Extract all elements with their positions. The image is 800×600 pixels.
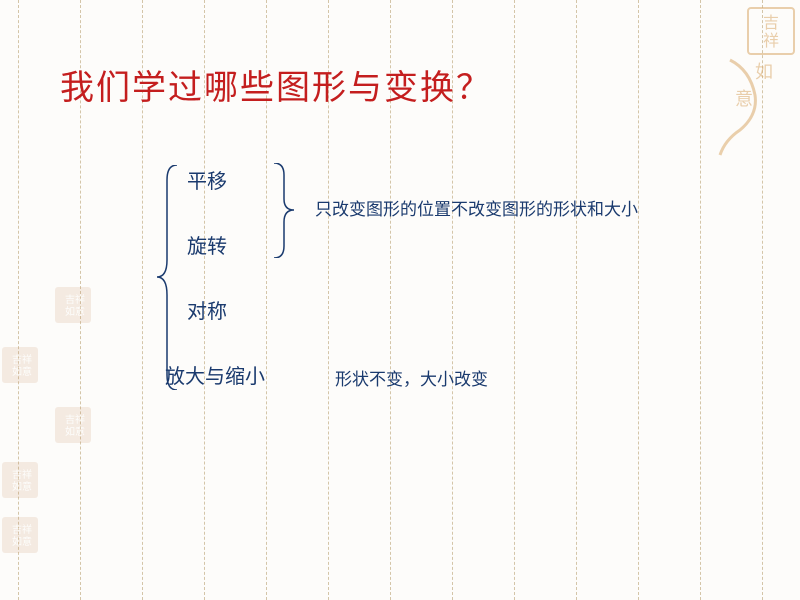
description-position-only: 只改变图形的位置不改变图形的形状和大小 bbox=[315, 195, 638, 220]
svg-text:如意: 如意 bbox=[65, 425, 85, 438]
corner-seal-decoration: 吉 祥 如 意 bbox=[680, 0, 800, 160]
svg-text:如意: 如意 bbox=[12, 480, 32, 493]
dashed-line bbox=[576, 0, 577, 600]
dashed-line bbox=[638, 0, 639, 600]
svg-text:意: 意 bbox=[735, 89, 753, 109]
seal-stamp-icon: 吉祥如意 bbox=[0, 515, 40, 555]
svg-text:吉祥: 吉祥 bbox=[12, 353, 32, 366]
svg-text:如: 如 bbox=[755, 62, 773, 82]
seal-stamp-icon: 吉祥如意 bbox=[53, 285, 93, 325]
seal-stamp-icon: 吉祥如意 bbox=[0, 345, 40, 385]
item-symmetry: 对称 bbox=[187, 295, 227, 324]
left-curly-brace bbox=[155, 165, 183, 390]
dashed-line bbox=[514, 0, 515, 600]
description-size-change: 形状不变，大小改变 bbox=[335, 365, 488, 390]
right-curly-brace bbox=[270, 163, 298, 258]
item-translation: 平移 bbox=[187, 165, 227, 194]
dashed-line bbox=[18, 0, 19, 600]
svg-text:如意: 如意 bbox=[12, 535, 32, 548]
svg-text:吉: 吉 bbox=[763, 14, 779, 32]
svg-text:如意: 如意 bbox=[12, 365, 32, 378]
slide-title: 我们学过哪些图形与变换？ bbox=[60, 60, 492, 109]
item-rotation: 旋转 bbox=[187, 230, 227, 259]
svg-text:吉祥: 吉祥 bbox=[12, 468, 32, 481]
svg-text:吉祥: 吉祥 bbox=[65, 293, 85, 306]
item-scale: 放大与缩小 bbox=[165, 360, 265, 389]
seal-stamp-icon: 吉祥如意 bbox=[0, 460, 40, 500]
svg-text:如意: 如意 bbox=[65, 305, 85, 318]
svg-text:吉祥: 吉祥 bbox=[12, 523, 32, 536]
seal-stamp-icon: 吉祥如意 bbox=[53, 405, 93, 445]
svg-text:祥: 祥 bbox=[763, 32, 779, 50]
svg-text:吉祥: 吉祥 bbox=[65, 413, 85, 426]
